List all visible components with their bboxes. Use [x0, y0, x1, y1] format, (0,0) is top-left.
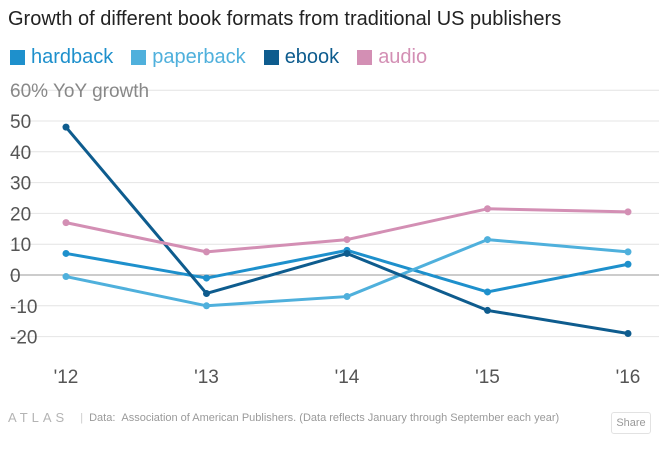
data-point-hardback[interactable]	[62, 249, 70, 257]
series-layer	[62, 123, 632, 338]
data-point-ebook[interactable]	[484, 306, 491, 314]
y-tick-label: 40	[10, 143, 31, 164]
data-point-paperback[interactable]	[62, 273, 70, 281]
x-tick-label: '13	[194, 367, 219, 388]
legend-label-paperback: paperback	[152, 46, 246, 68]
legend-label-ebook: ebook	[284, 46, 340, 68]
share-button[interactable]: Share	[611, 412, 651, 434]
x-tick-label: '14	[335, 367, 360, 388]
data-point-ebook[interactable]	[343, 249, 351, 257]
footer-separator: |	[80, 411, 84, 424]
data-point-paperback[interactable]	[343, 293, 351, 301]
y-tick-label: 0	[10, 266, 21, 287]
x-tick-label: '12	[54, 367, 79, 388]
chart-title: Growth of different book formats from tr…	[8, 8, 562, 30]
legend-item-audio[interactable]: audio	[357, 46, 427, 69]
data-point-paperback[interactable]	[203, 302, 210, 310]
data-point-hardback[interactable]	[484, 288, 491, 296]
data-point-ebook[interactable]	[203, 289, 210, 297]
x-tick-label: '15	[475, 367, 500, 388]
legend-item-ebook[interactable]: ebook	[263, 46, 340, 69]
data-point-audio[interactable]	[62, 219, 70, 227]
data-point-hardback[interactable]	[203, 274, 210, 282]
atlas-logo[interactable]: ATLAS	[8, 410, 69, 425]
data-point-audio[interactable]	[203, 248, 210, 256]
y-tick-label: 30	[10, 174, 31, 195]
legend-label-audio: audio	[378, 46, 428, 68]
legend-swatch-paperback	[131, 50, 147, 65]
data-point-audio[interactable]	[343, 236, 351, 244]
y-tick-label: -20	[10, 328, 37, 349]
axis-labels: -20 -10 0 10 20 30 40 50 60% YoY growth '12 '13 '14…	[10, 81, 640, 388]
grid-layer	[10, 89, 659, 338]
y-tick-label: -10	[10, 297, 37, 318]
y-tick-label: 20	[10, 204, 31, 225]
legend-swatch-hardback	[10, 50, 25, 65]
data-point-paperback[interactable]	[484, 236, 491, 244]
chart-footer: ATLAS | Data: Association of American Pu…	[8, 410, 559, 425]
chart-legend: hardback paperback ebook audio	[10, 46, 427, 69]
data-point-paperback[interactable]	[624, 248, 632, 256]
data-point-hardback[interactable]	[624, 260, 632, 268]
source-label: Data:	[89, 411, 116, 424]
line-chart: -20 -10 0 10 20 30 40 50 60% YoY growth '12 '13 '14…	[10, 81, 659, 388]
legend-label-hardback: hardback	[31, 46, 114, 68]
y-tick-label: 50	[10, 112, 31, 133]
legend-swatch-audio	[357, 50, 373, 65]
legend-item-hardback[interactable]: hardback	[10, 46, 113, 69]
legend-swatch-ebook	[263, 50, 279, 65]
data-point-ebook[interactable]	[624, 330, 632, 338]
y-tick-label: 10	[10, 235, 31, 256]
series-line-ebook[interactable]	[64, 125, 630, 336]
data-point-audio[interactable]	[484, 205, 491, 213]
legend-item-paperback[interactable]: paperback	[131, 46, 246, 69]
source-text: Association of American Publishers. (Dat…	[121, 411, 560, 424]
data-point-ebook[interactable]	[62, 123, 70, 131]
y-axis-label: 60% YoY growth	[10, 81, 149, 102]
x-tick-label: '16	[616, 367, 641, 388]
data-point-audio[interactable]	[624, 208, 632, 216]
